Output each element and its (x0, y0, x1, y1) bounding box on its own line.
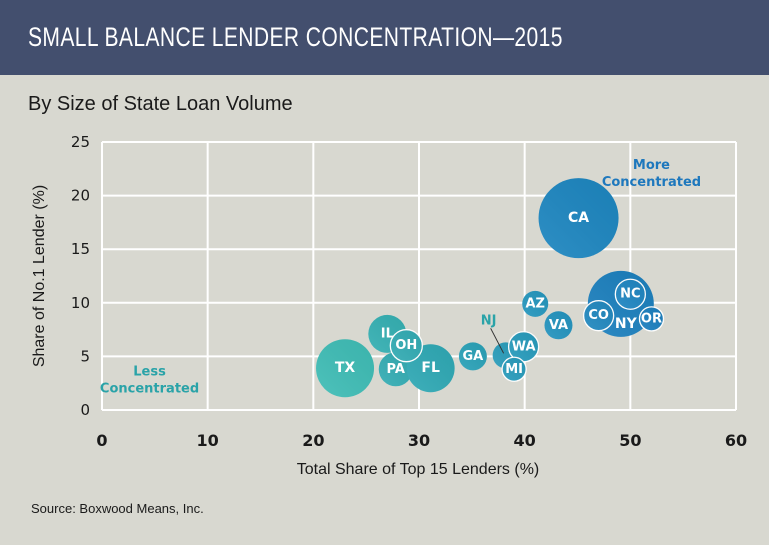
annotations: More Concentrated Less Concentrated (100, 158, 701, 397)
bubble-or: OR (638, 306, 665, 332)
y-tick-label: 5 (80, 347, 90, 365)
bubble-label: OR (641, 311, 662, 326)
y-axis-ticks: 0 5 10 15 20 25 (71, 133, 90, 419)
x-tick-label: 40 (514, 431, 536, 450)
title-banner: SMALL BALANCE LENDER CONCENTRATION—2015 (0, 0, 769, 75)
bubble-label: NC (620, 287, 640, 302)
x-tick-label: 10 (197, 431, 219, 450)
bubble-tx: TX (316, 339, 375, 398)
bubbles: TX IL PA FL OH GA NJ WA MI AZ VA CA NY NC CO OR (316, 178, 665, 398)
bubble-nc: NC (614, 278, 646, 310)
bubble-label: FL (421, 360, 440, 376)
bubble-mi: MI (501, 356, 527, 382)
bubble-co: CO (582, 300, 615, 332)
x-tick-label: 60 (725, 431, 747, 450)
y-axis-label: Share of No.1 Lender (%) (31, 185, 48, 367)
bubble-label: PA (387, 362, 405, 377)
bubble-label: CO (588, 308, 609, 323)
x-tick-label: 30 (408, 431, 430, 450)
y-tick-label: 15 (71, 240, 90, 258)
y-tick-label: 20 (71, 187, 90, 205)
x-tick-label: 50 (619, 431, 641, 450)
y-tick-label: 25 (71, 133, 90, 151)
bubble-label: AZ (525, 296, 545, 311)
x-tick-label: 0 (96, 431, 107, 450)
bubble-label: CA (568, 210, 589, 226)
bubble-label: VA (549, 318, 568, 333)
source-note: Source: Boxwood Means, Inc. (31, 501, 204, 516)
bubble-label: MI (505, 362, 523, 377)
y-tick-label: 0 (80, 401, 90, 419)
bubble-ga: GA (458, 342, 487, 371)
x-axis-label: Total Share of Top 15 Lenders (%) (297, 461, 540, 478)
chart-title: SMALL BALANCE LENDER CONCENTRATION—2015 (28, 22, 563, 52)
annotation-label: Less Concentrated (100, 365, 199, 397)
bubble-az: AZ (522, 290, 549, 317)
x-axis-ticks: 0 10 20 30 40 50 60 (96, 431, 747, 450)
bubble-label: WA (512, 339, 536, 354)
bubble-label: NJ (481, 313, 497, 328)
bubble-label: IL (381, 326, 394, 341)
y-tick-label: 10 (71, 294, 90, 312)
bubble-label: NY (615, 316, 638, 332)
bubble-ca: CA (538, 178, 619, 259)
bubble-va: VA (544, 311, 573, 340)
x-tick-label: 20 (302, 431, 324, 450)
chart-subtitle: By Size of State Loan Volume (28, 93, 293, 115)
annotation-label: More Concentrated (602, 158, 701, 190)
bubble-label: OH (395, 338, 417, 353)
bubble-oh: OH (389, 329, 423, 363)
bubble-label: GA (463, 349, 484, 364)
bubble-wa: WA (507, 331, 540, 363)
bubble-label: TX (335, 360, 356, 376)
